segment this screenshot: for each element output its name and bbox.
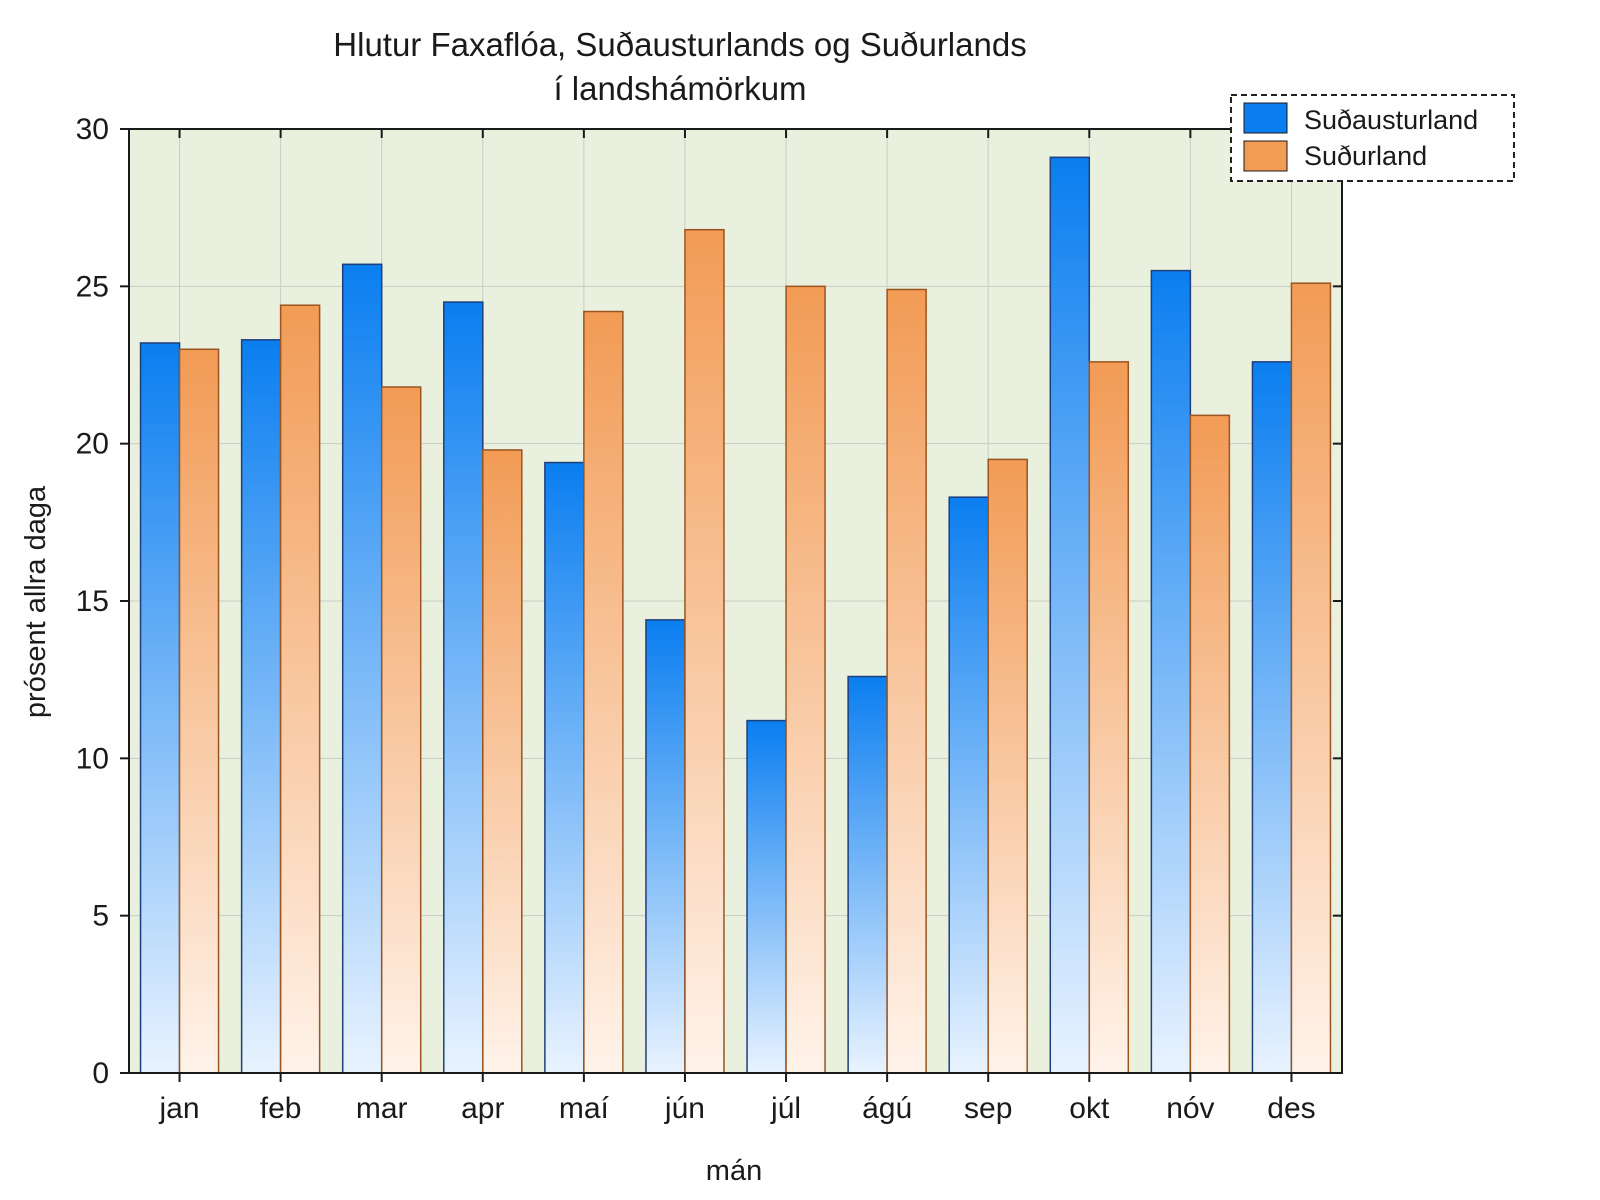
bars xyxy=(139,156,1332,1074)
y-tick-label: 15 xyxy=(76,585,109,618)
bar-sudausturland xyxy=(139,342,181,1074)
y-tick-label: 25 xyxy=(76,270,109,303)
x-tick-label: mar xyxy=(356,1092,408,1125)
y-tick-label: 20 xyxy=(76,428,109,461)
bar-sudurland xyxy=(279,304,321,1074)
bar-sudurland xyxy=(380,386,422,1074)
x-tick-label: feb xyxy=(260,1092,302,1125)
bar-sudausturland xyxy=(1251,361,1293,1074)
bar-sudausturland xyxy=(341,263,383,1074)
bar-sudurland xyxy=(482,449,523,1074)
x-axis: jan feb mar apr maí jún júl ágú sep okt nóv des xyxy=(159,129,1316,1125)
x-tick-label: jún xyxy=(664,1092,705,1125)
bar-sudurland xyxy=(886,288,927,1074)
bar-sudausturland xyxy=(544,461,585,1074)
x-tick-label: ágú xyxy=(862,1092,912,1125)
y-tick-label: 30 xyxy=(76,113,109,146)
bar-sudausturland xyxy=(645,619,686,1074)
y-tick-label: 5 xyxy=(92,900,109,933)
bar-sudausturland xyxy=(948,496,989,1074)
x-tick-label: jan xyxy=(159,1092,200,1125)
x-tick-label: apr xyxy=(461,1092,504,1125)
bar-sudausturland xyxy=(443,301,484,1074)
bar-sudausturland xyxy=(1049,156,1091,1074)
legend: Suðausturland Suðurland xyxy=(1230,94,1515,182)
x-tick-label: sep xyxy=(964,1092,1012,1125)
bar-sudurland xyxy=(1088,361,1130,1074)
legend-label-sudausturland: Suðausturland xyxy=(1304,105,1478,135)
y-tick-label: 0 xyxy=(92,1057,109,1090)
x-tick-label: okt xyxy=(1069,1092,1110,1125)
legend-swatch-sudurland xyxy=(1243,140,1288,172)
y-axis: 0 5 10 15 20 25 30 xyxy=(76,113,1342,1090)
bar-sudurland xyxy=(178,348,220,1074)
x-axis-label: mán xyxy=(706,1155,762,1187)
bar-sudurland xyxy=(684,228,725,1074)
x-tick-label: des xyxy=(1267,1092,1315,1125)
bar-sudausturland xyxy=(746,719,787,1074)
bar-sudausturland xyxy=(240,339,282,1074)
y-tick-label: 10 xyxy=(76,742,109,775)
legend-swatch-sudausturland xyxy=(1243,102,1288,134)
chart-subtitle: í landshámörkum xyxy=(553,70,806,107)
x-tick-label: maí xyxy=(559,1092,610,1125)
bar-sudurland xyxy=(785,285,826,1074)
bar-sudausturland xyxy=(1150,269,1192,1074)
bar-sudausturland xyxy=(847,675,888,1074)
bar-sudurland xyxy=(1189,414,1231,1074)
x-tick-label: júl xyxy=(770,1092,801,1125)
bar-sudurland xyxy=(987,458,1028,1074)
chart-title: Hlutur Faxaflóa, Suðausturlands og Suður… xyxy=(333,26,1026,63)
legend-label-sudurland: Suðurland xyxy=(1304,141,1427,171)
x-tick-label: nóv xyxy=(1166,1092,1214,1125)
bar-sudurland xyxy=(1290,282,1332,1074)
bar-sudurland xyxy=(583,310,624,1074)
y-axis-label: prósent allra daga xyxy=(20,485,52,718)
